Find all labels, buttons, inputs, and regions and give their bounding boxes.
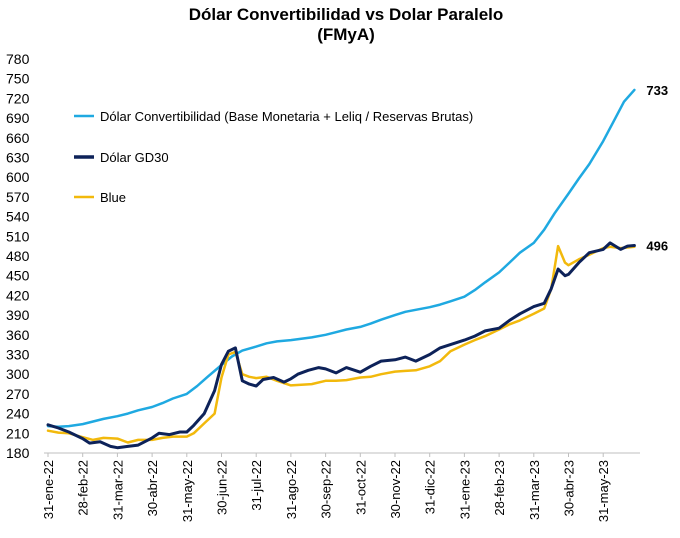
- x-tick-label: 30-abr-22: [145, 460, 160, 516]
- x-tick-label: 31-ene-23: [457, 460, 472, 519]
- series-line-0: [46, 88, 636, 428]
- x-tick-label: 31-ago-22: [284, 460, 299, 519]
- series-lines: [46, 88, 636, 450]
- y-tick-label: 180: [6, 445, 30, 461]
- x-tick-label: 31-mar-23: [527, 460, 542, 520]
- chart-subtitle: (FMyA): [317, 25, 375, 44]
- y-tick-label: 600: [6, 169, 30, 185]
- series-line-2: [46, 244, 636, 444]
- chart-title: Dólar Convertibilidad vs Dolar Paralelo: [189, 5, 504, 24]
- x-tick-label: 31-ene-22: [41, 460, 56, 519]
- end-labels: 733 496: [646, 83, 668, 254]
- y-tick-label: 360: [6, 327, 30, 343]
- y-tick-label: 690: [6, 110, 30, 126]
- y-tick-label: 780: [6, 51, 30, 67]
- x-tick-label: 31-oct-22: [353, 460, 368, 515]
- y-tick-label: 540: [6, 209, 30, 225]
- end-value-label: 496: [646, 238, 668, 253]
- y-tick-label: 480: [6, 248, 30, 264]
- x-tick-label: 28-feb-22: [76, 460, 91, 516]
- x-tick-label: 30-jun-22: [215, 460, 230, 515]
- y-tick-label: 450: [6, 268, 30, 284]
- legend-label: Dólar Convertibilidad (Base Monetaria + …: [100, 109, 473, 124]
- x-tick-label: 30-abr-23: [562, 460, 577, 516]
- x-tick-label: 31-mar-22: [110, 460, 125, 520]
- y-tick-label: 630: [6, 150, 30, 166]
- y-tick-label: 510: [6, 228, 30, 244]
- x-tick-label: 31-may-23: [596, 460, 611, 522]
- y-tick-label: 750: [6, 71, 30, 87]
- series-line-1: [46, 241, 636, 450]
- end-value-label: 733: [646, 83, 668, 98]
- x-tick-label: 30-sep-22: [319, 460, 334, 519]
- y-tick-label: 420: [6, 287, 30, 303]
- x-tick-label: 31-may-22: [180, 460, 195, 522]
- y-tick-label: 270: [6, 386, 30, 402]
- x-tick-label: 31-jul-22: [249, 460, 264, 511]
- legend: Dólar Convertibilidad (Base Monetaria + …: [74, 109, 473, 205]
- y-tick-label: 300: [6, 366, 30, 382]
- y-tick-label: 570: [6, 189, 30, 205]
- y-tick-label: 720: [6, 90, 30, 106]
- x-axis: 31-ene-22 28-feb-22 31-mar-22 30-abr-22 31-m…: [41, 452, 640, 522]
- y-tick-label: 210: [6, 425, 30, 441]
- x-tick-label: 28-feb-23: [492, 460, 507, 516]
- x-tick-label: 31-dic-22: [423, 460, 438, 514]
- y-tick-label: 330: [6, 347, 30, 363]
- y-tick-label: 390: [6, 307, 30, 323]
- y-axis: 180 210 240 270 300 330 360 390 420 450 480 510 540 5…: [6, 51, 30, 461]
- y-tick-label: 240: [6, 406, 30, 422]
- legend-label: Dólar GD30: [100, 150, 169, 165]
- legend-label: Blue: [100, 190, 126, 205]
- x-tick-label: 30-nov-22: [388, 460, 403, 519]
- y-tick-label: 660: [6, 130, 30, 146]
